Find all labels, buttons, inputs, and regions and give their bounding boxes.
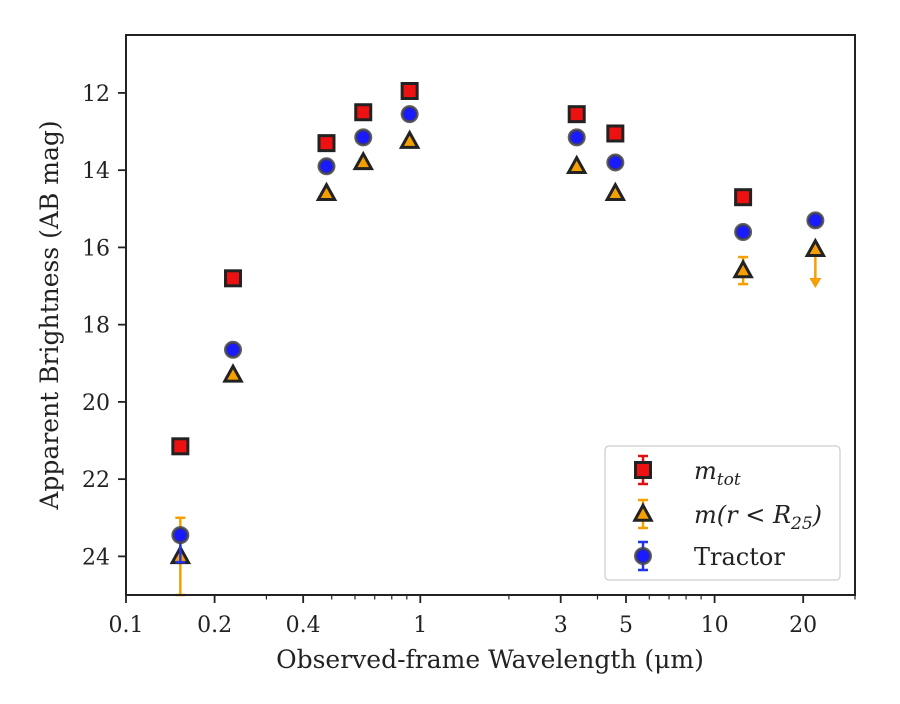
triangle-marker	[732, 258, 754, 279]
legend-item: m(r < R25)	[632, 498, 822, 534]
square-marker	[634, 461, 652, 479]
data-point	[354, 128, 373, 147]
x-tick-label: 0.4	[286, 613, 321, 638]
legend-label: Tractor	[694, 543, 785, 571]
legend-subscript: tot	[717, 470, 741, 490]
x-tick-label: 1	[413, 613, 427, 638]
x-tick-label: 0.2	[197, 613, 232, 638]
data-point	[806, 211, 825, 230]
legend-tail: )	[812, 501, 822, 529]
triangle-marker	[632, 502, 654, 522]
data-point	[606, 153, 625, 172]
data-point	[604, 181, 627, 202]
triangle-marker	[222, 363, 244, 383]
data-point	[734, 222, 753, 241]
data-point	[222, 363, 244, 383]
x-tick-label: 0.1	[109, 613, 144, 638]
data-point	[804, 237, 827, 289]
data-point	[732, 255, 754, 286]
legend-main: m(r < R	[694, 501, 791, 529]
data-point	[734, 188, 753, 207]
data-point	[352, 150, 374, 171]
data-point	[317, 134, 336, 153]
legend-subscript: 25	[790, 514, 813, 534]
triangle-marker	[352, 150, 374, 171]
square-marker	[734, 188, 753, 207]
legend-main: Tractor	[694, 543, 785, 571]
triangle-marker	[565, 154, 588, 175]
circle-marker	[734, 222, 753, 241]
marks-layer	[169, 82, 827, 597]
legend: mtot m(r < R25) Tractor	[604, 445, 841, 581]
series-square	[171, 82, 753, 456]
y-axis-label: Apparent Brightness (AB mag)	[35, 120, 64, 510]
data-point	[171, 437, 190, 456]
triangle-marker	[804, 237, 827, 258]
circle-marker	[400, 105, 419, 124]
square-marker	[171, 437, 190, 456]
data-point	[317, 157, 336, 176]
y-tick-label: 20	[82, 391, 110, 416]
square-marker	[400, 82, 419, 100]
data-point	[315, 181, 338, 202]
y-tick-label: 24	[82, 545, 110, 570]
upper-limit-arrowhead	[809, 278, 822, 289]
x-axis-label: Observed-frame Wavelength (μm)	[276, 645, 704, 674]
circle-marker	[224, 340, 243, 359]
circle-marker	[317, 157, 336, 176]
legend-box	[604, 445, 841, 581]
square-marker	[567, 105, 586, 124]
data-point	[171, 526, 190, 564]
circle-marker	[806, 211, 825, 230]
legend-item: mtot	[634, 454, 741, 490]
square-marker	[224, 269, 243, 288]
plot-frame	[125, 34, 856, 596]
data-point	[224, 340, 243, 359]
x-tick-label: 20	[789, 613, 817, 638]
triangle-marker	[398, 129, 421, 149]
data-point	[354, 103, 373, 122]
legend-label: m(r < R25)	[694, 501, 822, 534]
data-point	[567, 105, 586, 124]
circle-marker	[606, 153, 625, 172]
y-tick-label: 22	[82, 468, 110, 493]
square-marker	[317, 134, 336, 153]
legend-main: m	[694, 457, 717, 485]
triangle-marker	[315, 181, 338, 202]
series-circle	[171, 105, 825, 564]
legend-item: Tractor	[634, 540, 785, 572]
x-tick-label: 10	[701, 613, 729, 638]
data-point	[400, 105, 419, 124]
y-tick-label: 18	[82, 314, 110, 339]
legend-label: mtot	[694, 457, 741, 490]
circle-marker	[567, 128, 586, 147]
y-tick-label: 16	[82, 236, 110, 261]
data-point	[606, 124, 625, 143]
x-tick-label: 5	[619, 613, 633, 638]
x-tick-label: 3	[554, 613, 568, 638]
square-marker	[606, 124, 625, 143]
circle-marker	[634, 547, 652, 565]
circle-marker	[171, 526, 190, 545]
data-point	[398, 129, 421, 149]
axis-ticks: 0.1 0.2 0.4 1 3 5 10 20 12 14 16 18 20 22 24	[82, 82, 856, 638]
circle-marker	[354, 128, 373, 147]
triangle-marker	[604, 181, 627, 202]
square-marker	[354, 103, 373, 122]
data-point	[224, 269, 243, 288]
data-point	[567, 128, 586, 147]
y-tick-label: 14	[82, 159, 110, 184]
data-point	[565, 154, 588, 175]
data-point	[400, 82, 419, 100]
y-tick-label: 12	[82, 82, 110, 107]
